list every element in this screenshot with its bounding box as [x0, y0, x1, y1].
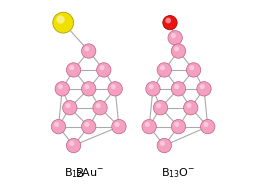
Circle shape [149, 84, 154, 89]
Circle shape [66, 138, 81, 153]
Circle shape [97, 63, 111, 77]
Circle shape [58, 84, 63, 89]
Circle shape [184, 101, 198, 115]
Circle shape [171, 33, 176, 38]
Circle shape [153, 101, 168, 115]
Circle shape [96, 103, 101, 108]
Circle shape [85, 122, 89, 127]
Circle shape [55, 82, 69, 96]
Circle shape [66, 63, 81, 77]
Circle shape [165, 18, 171, 23]
Circle shape [197, 82, 211, 96]
Circle shape [157, 138, 171, 153]
Circle shape [160, 141, 165, 146]
Circle shape [108, 82, 122, 96]
Circle shape [82, 82, 96, 96]
Circle shape [51, 119, 66, 134]
Circle shape [63, 101, 77, 115]
Circle shape [69, 65, 74, 70]
Circle shape [156, 103, 161, 108]
Circle shape [174, 84, 179, 89]
Circle shape [171, 44, 186, 58]
Circle shape [160, 65, 165, 70]
Circle shape [145, 122, 150, 127]
Circle shape [56, 15, 65, 24]
Circle shape [100, 65, 104, 70]
Circle shape [157, 63, 171, 77]
Text: $\mathregular{B_{13}O^{-}}$: $\mathregular{B_{13}O^{-}}$ [161, 166, 196, 180]
Text: B: B [76, 167, 84, 180]
Circle shape [112, 119, 126, 134]
Text: $\mathregular{B_{12}Au^{-}}$: $\mathregular{B_{12}Au^{-}}$ [64, 166, 104, 180]
Circle shape [204, 122, 208, 127]
Circle shape [85, 46, 89, 51]
Circle shape [54, 122, 59, 127]
Circle shape [171, 82, 186, 96]
Circle shape [82, 119, 96, 134]
Circle shape [93, 101, 107, 115]
Circle shape [186, 63, 201, 77]
Circle shape [189, 65, 194, 70]
Circle shape [111, 84, 116, 89]
Circle shape [115, 122, 120, 127]
Circle shape [200, 84, 205, 89]
Circle shape [187, 103, 191, 108]
Circle shape [201, 119, 215, 134]
Circle shape [142, 119, 156, 134]
Circle shape [82, 44, 96, 58]
Circle shape [163, 15, 177, 30]
Circle shape [174, 46, 179, 51]
Circle shape [168, 31, 182, 45]
Circle shape [171, 119, 186, 134]
Circle shape [146, 82, 160, 96]
Circle shape [69, 141, 74, 146]
Circle shape [66, 103, 70, 108]
Circle shape [53, 12, 73, 33]
Circle shape [85, 84, 89, 89]
Circle shape [174, 122, 179, 127]
